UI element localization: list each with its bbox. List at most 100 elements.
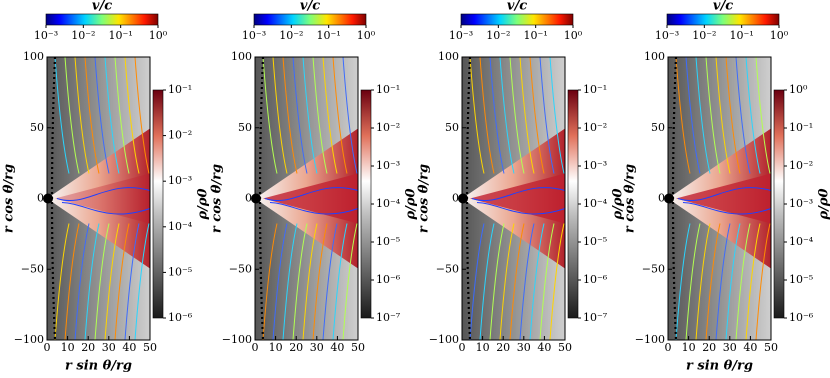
streamline bbox=[476, 202, 566, 215]
x-tick-label: 40 bbox=[537, 341, 551, 354]
y-axis-label: r cos θ/rg bbox=[417, 164, 432, 233]
y-tick-label: 0 bbox=[658, 192, 665, 205]
streamline bbox=[519, 223, 535, 341]
colorbar-tick-label: 10⁻⁴ bbox=[376, 197, 401, 210]
streamline bbox=[725, 223, 741, 341]
streamline bbox=[262, 56, 278, 174]
streamline bbox=[134, 56, 150, 174]
x-tick-label: 30 bbox=[723, 341, 737, 354]
y-tick-label: 0 bbox=[245, 192, 252, 205]
colorbar-tick-label: 10⁻² bbox=[583, 121, 607, 134]
streamline bbox=[705, 56, 721, 174]
streamline bbox=[489, 56, 505, 174]
colorbar-tick-label: 10⁻² bbox=[376, 121, 400, 134]
colorbar-tick-label: 10⁻¹ bbox=[583, 83, 607, 96]
x-axis-label: r sin θ/rg bbox=[65, 359, 132, 374]
colorbar-tick-label: 10⁻⁶ bbox=[168, 311, 193, 324]
colorbar-tick-label: 10⁻⁶ bbox=[789, 311, 814, 324]
streamline bbox=[64, 223, 80, 341]
streamline bbox=[322, 223, 338, 341]
y-axis-label: r cos θ/rg bbox=[623, 164, 638, 233]
streamline bbox=[269, 202, 359, 215]
streamline bbox=[675, 223, 691, 341]
streamline bbox=[104, 223, 120, 341]
x-tick-label: 50 bbox=[351, 341, 365, 354]
streamline bbox=[735, 56, 751, 174]
x-tick-label: 20 bbox=[81, 341, 95, 354]
colorbar-tick-label: 10⁻³ bbox=[242, 29, 266, 42]
streamline bbox=[509, 56, 525, 174]
density-colorbar bbox=[152, 89, 164, 319]
colorbar-tick-label: 10⁻³ bbox=[789, 197, 813, 210]
y-tick-label: −100 bbox=[635, 333, 665, 346]
streamline bbox=[292, 56, 308, 174]
colorbar-tick-label: 10⁻⁶ bbox=[583, 273, 608, 286]
streamline bbox=[695, 56, 711, 174]
y-axis-label: r cos θ/rg bbox=[210, 164, 225, 233]
x-tick-label: 30 bbox=[517, 341, 531, 354]
streamline bbox=[61, 202, 151, 215]
streamline bbox=[715, 223, 731, 341]
density-colorbar bbox=[567, 89, 579, 319]
streamline bbox=[529, 223, 545, 341]
colorbar-tick-label: 10⁻⁵ bbox=[583, 235, 607, 248]
colorbar-tick-label: 10⁻² bbox=[789, 159, 813, 172]
streamline bbox=[549, 223, 565, 341]
streamline bbox=[54, 223, 70, 341]
x-tick-label: 10 bbox=[682, 341, 696, 354]
streamline bbox=[114, 223, 130, 341]
x-tick-label: 30 bbox=[102, 341, 116, 354]
x-tick-label: 20 bbox=[702, 341, 716, 354]
streamline bbox=[124, 56, 140, 174]
colorbar-tick-label: 10⁻³ bbox=[168, 174, 192, 187]
streamline bbox=[489, 223, 505, 341]
streamline bbox=[292, 223, 308, 341]
velocity-colorbar bbox=[460, 13, 574, 26]
streamline bbox=[64, 56, 80, 174]
streamline bbox=[715, 56, 731, 174]
x-tick-label: 10 bbox=[269, 341, 283, 354]
disk-core bbox=[263, 173, 358, 224]
y-tick-label: −100 bbox=[14, 333, 44, 346]
streamline bbox=[735, 223, 751, 341]
streamline bbox=[114, 56, 130, 174]
x-tick-label: 0 bbox=[44, 341, 51, 354]
colorbar-tick-label: 10⁻² bbox=[486, 29, 510, 42]
streamline bbox=[479, 223, 495, 341]
colorbar-tick-label: 10⁻⁶ bbox=[376, 273, 401, 286]
streamline bbox=[272, 223, 288, 341]
colorbar-tick-label: 10⁻² bbox=[692, 29, 716, 42]
streamline bbox=[705, 223, 721, 341]
colorbar-tick-label: 10⁻¹ bbox=[168, 83, 192, 96]
streamline bbox=[499, 56, 515, 174]
colorbar-tick-label: 10⁰ bbox=[789, 83, 808, 96]
y-tick-label: 100 bbox=[438, 50, 459, 63]
streamline bbox=[302, 223, 318, 341]
x-tick-label: 30 bbox=[310, 341, 324, 354]
x-tick-label: 20 bbox=[496, 341, 510, 354]
streamline bbox=[677, 187, 772, 201]
colorbar-label: ρ/ρ0 bbox=[611, 188, 626, 220]
colorbar-tick-label: 10⁻⁵ bbox=[789, 273, 813, 286]
streamline bbox=[282, 56, 298, 174]
streamline bbox=[695, 223, 711, 341]
colorbar-tick-label: 10⁻⁷ bbox=[376, 311, 401, 324]
x-tick-label: 40 bbox=[122, 341, 136, 354]
colorbar-label: ρ/ρ0 bbox=[404, 188, 419, 220]
colorbar-tick-label: 10⁻⁴ bbox=[789, 235, 814, 248]
colorbar-tick-label: 10⁻³ bbox=[34, 29, 58, 42]
streamline bbox=[264, 187, 359, 201]
streamline bbox=[84, 56, 100, 174]
colorbar-tick-label: 10⁻¹ bbox=[730, 29, 754, 42]
streamline bbox=[94, 56, 110, 174]
x-tick-label: 20 bbox=[289, 341, 303, 354]
streamline bbox=[124, 223, 140, 341]
streamline bbox=[272, 56, 288, 174]
colorbar-tick-label: 10⁻² bbox=[168, 129, 192, 142]
colorbar-tick-label: 10⁻³ bbox=[583, 159, 607, 172]
y-tick-label: 50 bbox=[651, 121, 665, 134]
streamline bbox=[342, 223, 358, 341]
y-tick-label: 50 bbox=[445, 121, 459, 134]
colorbar-tick-label: 10⁻¹ bbox=[317, 29, 341, 42]
